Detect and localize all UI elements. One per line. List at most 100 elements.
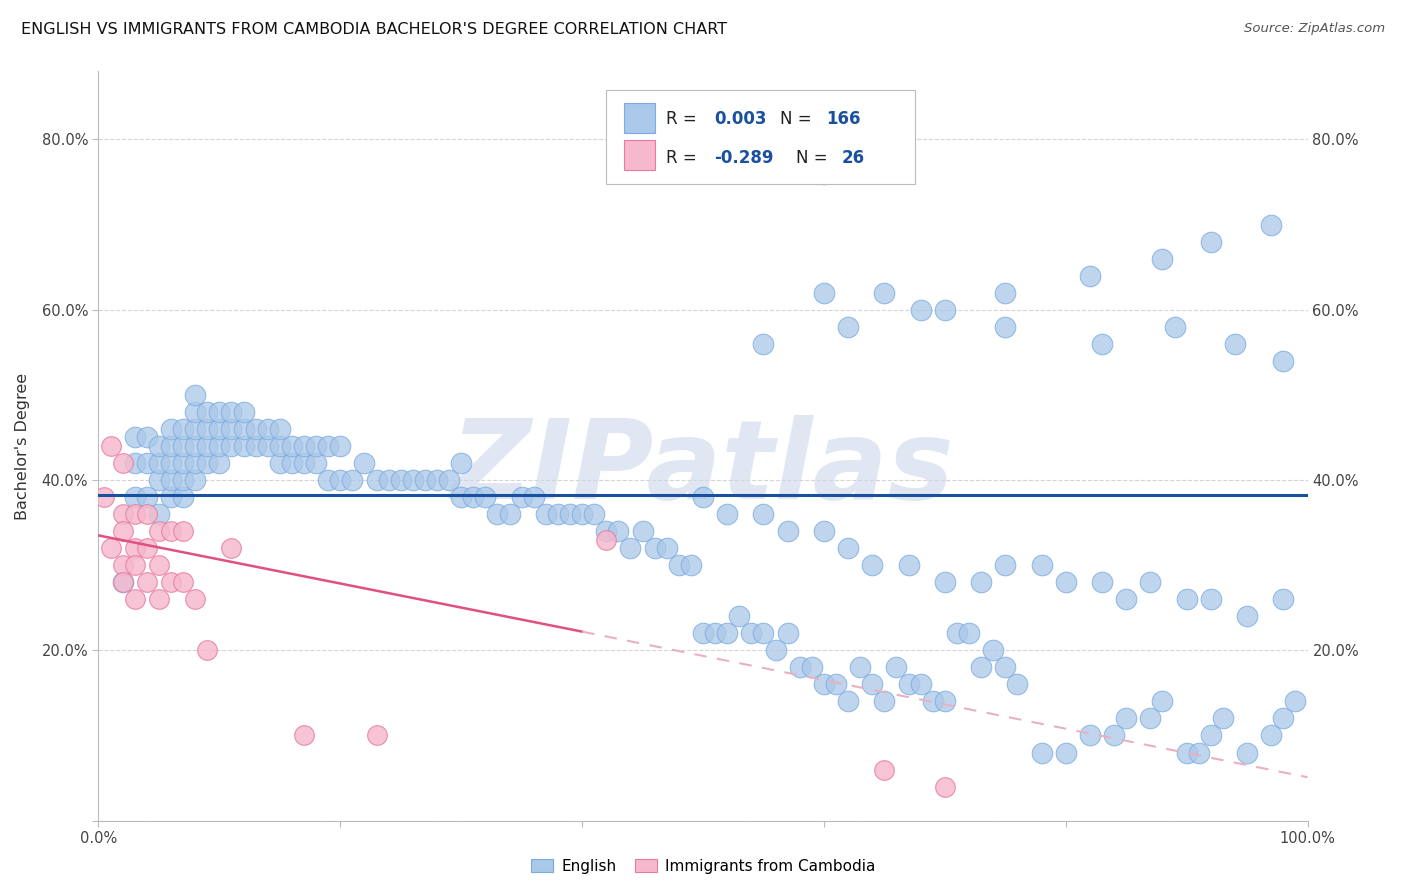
Point (124, 592, 146, 607)
Point (970, 660, 993, 674)
Point (135, 490, 157, 504)
Point (111, 524, 134, 538)
Point (595, 533, 617, 547)
Point (873, 763, 896, 777)
Point (886, 660, 908, 674)
Point (232, 422, 254, 436)
Point (934, 302, 956, 317)
Point (1054, 746, 1077, 760)
Point (1199, 729, 1222, 743)
Point (813, 524, 835, 538)
Point (124, 507, 146, 521)
Point (873, 694, 896, 708)
Point (366, 729, 388, 743)
Point (860, 677, 883, 691)
Point (160, 439, 183, 453)
Point (897, 677, 920, 691)
Point (1007, 677, 1029, 691)
Point (752, 507, 775, 521)
Point (184, 405, 207, 419)
Point (124, 541, 146, 556)
Point (813, 285, 835, 300)
Point (93, 490, 115, 504)
Point (292, 456, 315, 470)
Point (184, 422, 207, 436)
Point (668, 558, 690, 573)
Point (728, 609, 751, 624)
Point (1212, 711, 1234, 725)
Point (316, 473, 339, 487)
Point (1199, 235, 1222, 249)
Point (353, 456, 375, 470)
Point (100, 439, 122, 453)
Point (1272, 354, 1295, 368)
Point (1260, 218, 1282, 232)
Point (1236, 609, 1258, 624)
Point (160, 524, 183, 538)
Point (172, 473, 194, 487)
Point (934, 694, 956, 708)
Point (644, 541, 666, 556)
Point (934, 780, 956, 794)
Point (160, 422, 183, 436)
Point (946, 626, 969, 640)
Text: 0.003: 0.003 (714, 111, 766, 128)
Point (704, 626, 727, 640)
Text: N =: N = (780, 111, 817, 128)
Point (172, 490, 194, 504)
Point (921, 694, 943, 708)
Point (111, 456, 134, 470)
Point (184, 456, 207, 470)
Point (100, 541, 122, 556)
Point (994, 285, 1017, 300)
Point (619, 541, 641, 556)
Point (221, 439, 243, 453)
Point (994, 660, 1017, 674)
Point (752, 336, 775, 351)
Point (765, 643, 787, 657)
Point (510, 490, 533, 504)
Point (849, 660, 872, 674)
Point (184, 473, 207, 487)
Point (1031, 746, 1053, 760)
Point (595, 524, 617, 538)
Text: R =: R = (665, 111, 702, 128)
Point (148, 592, 170, 607)
Point (800, 660, 823, 674)
Point (825, 677, 848, 691)
Point (160, 490, 183, 504)
Point (1188, 746, 1211, 760)
Point (474, 490, 496, 504)
Point (1175, 746, 1198, 760)
Point (1272, 592, 1295, 607)
Point (426, 473, 449, 487)
Point (1115, 592, 1137, 607)
Point (124, 430, 146, 444)
Text: -0.289: -0.289 (714, 149, 773, 167)
Point (1091, 336, 1114, 351)
Point (631, 524, 654, 538)
Point (111, 575, 134, 590)
Point (342, 473, 364, 487)
Point (860, 558, 883, 573)
Point (692, 626, 714, 640)
Point (148, 558, 170, 573)
Point (547, 507, 569, 521)
Point (1115, 711, 1137, 725)
Point (437, 473, 460, 487)
Point (172, 456, 194, 470)
Point (195, 405, 218, 419)
Point (245, 422, 267, 436)
Text: ZIPatlas: ZIPatlas (451, 415, 955, 522)
Point (184, 388, 207, 402)
FancyBboxPatch shape (606, 90, 915, 184)
Point (184, 592, 207, 607)
Point (256, 439, 278, 453)
Point (269, 456, 291, 470)
Point (534, 507, 557, 521)
Point (655, 541, 678, 556)
Point (970, 575, 993, 590)
Point (111, 558, 134, 573)
Point (1223, 336, 1246, 351)
Point (498, 507, 520, 521)
